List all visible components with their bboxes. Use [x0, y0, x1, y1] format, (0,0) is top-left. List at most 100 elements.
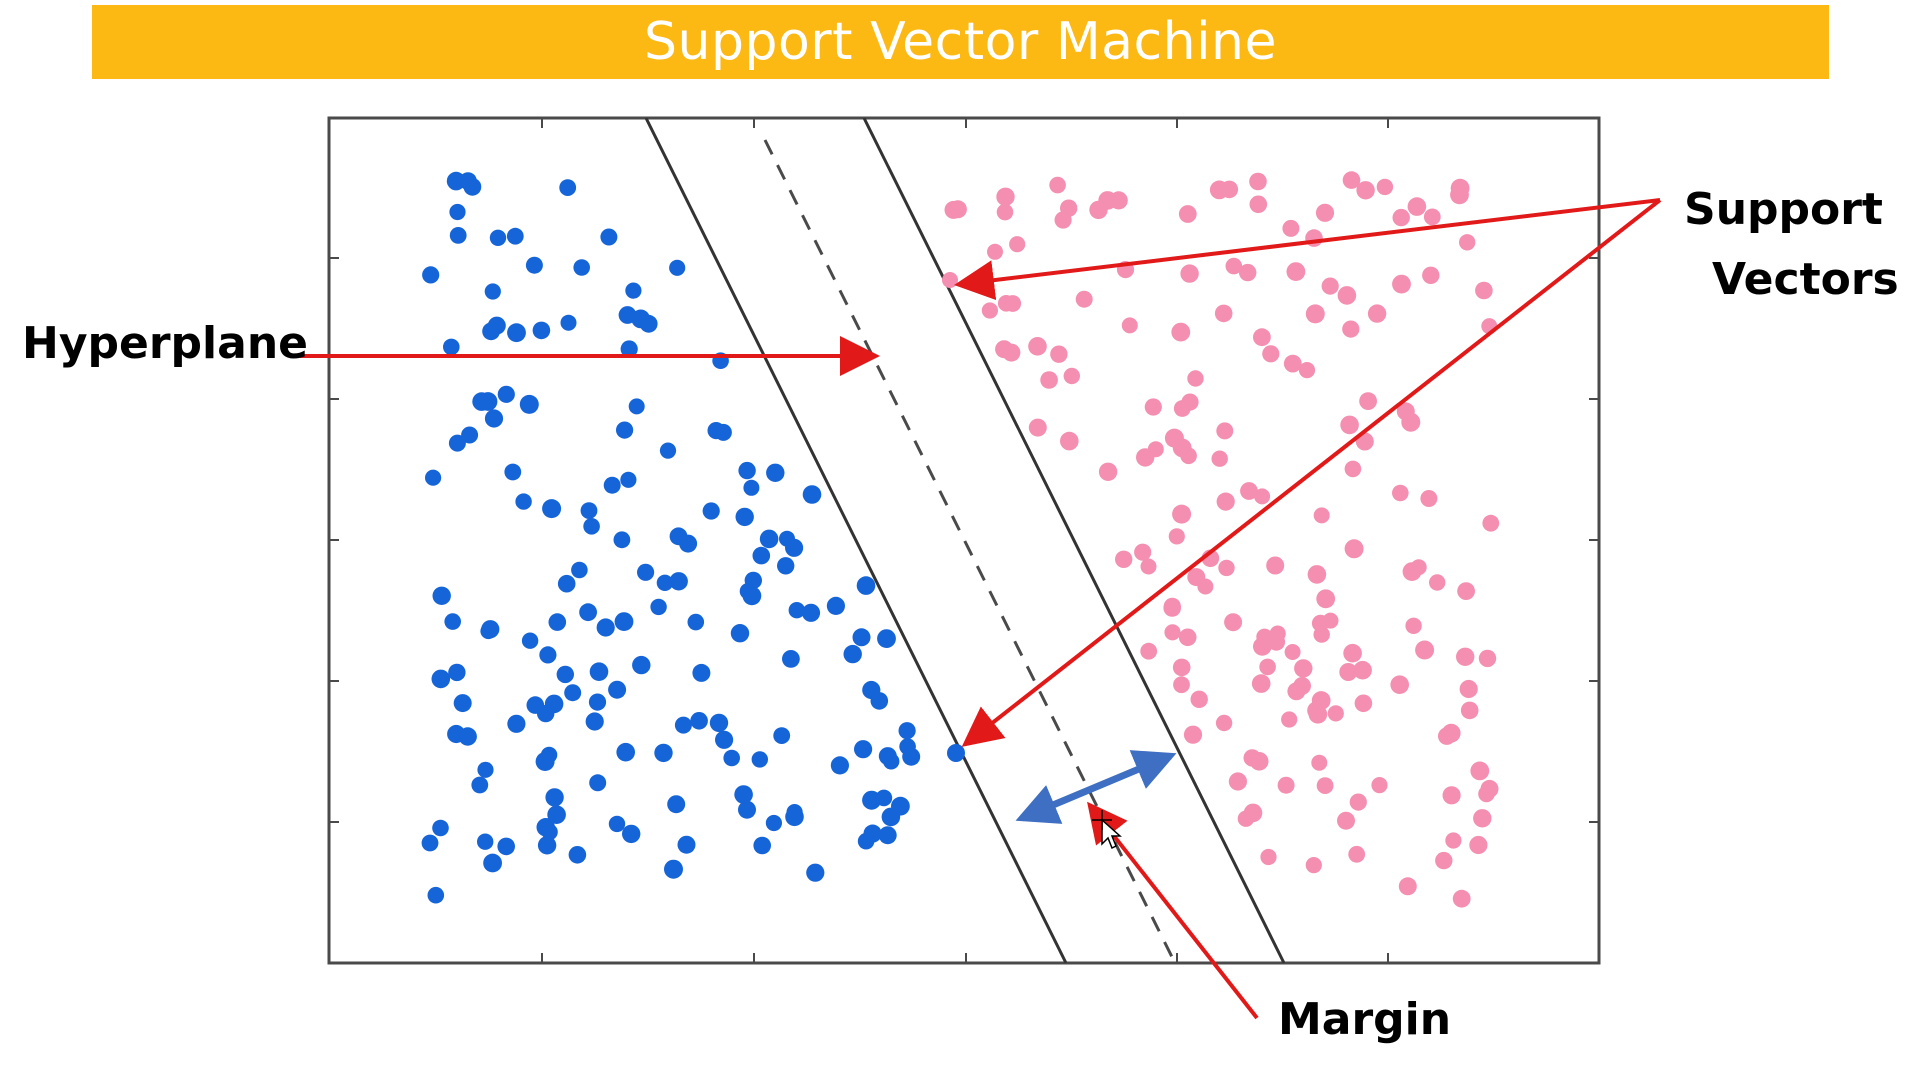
data-point — [603, 476, 621, 494]
data-point — [504, 463, 522, 481]
data-point — [753, 836, 771, 855]
data-point — [1316, 589, 1336, 609]
data-point — [616, 742, 635, 762]
data-point — [1254, 488, 1271, 505]
data-point — [1316, 777, 1334, 794]
move-cursor-icon — [1092, 810, 1122, 850]
data-point — [854, 740, 873, 759]
data-point — [857, 832, 875, 850]
data-point — [537, 836, 557, 855]
data-point — [532, 321, 551, 340]
data-point — [421, 834, 439, 852]
data-point — [650, 598, 667, 616]
data-point — [1337, 811, 1355, 830]
data-point — [1215, 714, 1233, 732]
data-point — [622, 824, 641, 844]
data-point — [677, 835, 696, 854]
data-point — [608, 815, 626, 833]
data-point — [588, 693, 607, 711]
data-point — [422, 266, 440, 284]
data-point — [1460, 701, 1479, 720]
data-point — [1168, 528, 1185, 545]
data-point — [1197, 578, 1214, 595]
data-point — [669, 259, 686, 276]
data-point — [1283, 354, 1302, 373]
data-point — [489, 229, 507, 246]
hyperplane-label: Hyperplane — [22, 318, 308, 369]
data-point — [564, 684, 582, 702]
data-point — [1144, 398, 1162, 416]
data-point — [690, 712, 708, 730]
data-point — [589, 662, 609, 681]
data-point — [759, 529, 779, 549]
support-vectors-label-line2: Vectors — [1712, 254, 1899, 305]
data-point — [1354, 694, 1373, 713]
data-point — [613, 531, 631, 549]
data-point — [1313, 507, 1330, 524]
data-point — [453, 694, 472, 713]
data-point — [1249, 172, 1267, 191]
data-point — [1181, 393, 1199, 411]
data-point — [1311, 614, 1330, 632]
data-point — [806, 863, 825, 882]
data-point — [1469, 835, 1488, 855]
data-point — [1342, 320, 1360, 338]
data-point — [981, 302, 999, 319]
data-point — [1308, 705, 1328, 724]
data-point — [1269, 625, 1286, 642]
data-point — [1376, 178, 1394, 196]
data-point — [1224, 613, 1243, 632]
data-point — [702, 502, 720, 520]
data-point — [1340, 415, 1359, 435]
data-point — [1442, 786, 1461, 805]
data-point — [1307, 565, 1327, 584]
support-vectors-label-line1: Support — [1684, 184, 1883, 235]
data-point — [1402, 562, 1422, 581]
data-point — [1287, 682, 1306, 701]
data-point — [877, 629, 896, 648]
data-point — [1239, 263, 1257, 282]
data-point — [765, 814, 783, 832]
data-point — [878, 747, 897, 766]
data-point — [1459, 234, 1476, 251]
data-point — [1140, 642, 1158, 660]
data-point — [1054, 211, 1072, 229]
data-point — [443, 338, 460, 356]
data-point — [620, 340, 638, 358]
data-point — [1009, 236, 1026, 253]
data-point — [1040, 371, 1058, 389]
data-point — [751, 751, 768, 768]
data-point — [1063, 367, 1081, 385]
data-point — [948, 200, 967, 219]
margin-arrow — [1087, 801, 1259, 1020]
data-point — [656, 574, 674, 591]
data-point — [1237, 810, 1255, 827]
data-point — [870, 692, 889, 710]
data-point — [802, 485, 822, 504]
data-point — [1115, 550, 1133, 568]
data-point — [788, 602, 805, 619]
data-point — [1282, 219, 1300, 237]
data-point — [1298, 362, 1316, 379]
data-point — [625, 282, 642, 299]
support-vector-arrow-bottom — [961, 198, 1662, 747]
data-point — [1284, 644, 1301, 660]
data-point — [589, 774, 607, 792]
data-point — [1050, 345, 1068, 363]
data-point — [596, 618, 615, 637]
data-point — [766, 463, 785, 482]
data-point — [1225, 257, 1243, 275]
data-point — [580, 502, 598, 519]
data-point — [995, 340, 1014, 359]
data-point — [1004, 295, 1022, 312]
data-point — [507, 323, 526, 343]
data-point — [1277, 776, 1295, 794]
data-point — [1349, 793, 1367, 811]
data-point — [1478, 649, 1497, 668]
data-point — [515, 493, 532, 510]
data-point — [614, 612, 634, 631]
data-point — [1180, 447, 1197, 465]
data-point — [1445, 832, 1462, 849]
data-point — [477, 761, 494, 778]
data-point — [1173, 676, 1190, 694]
